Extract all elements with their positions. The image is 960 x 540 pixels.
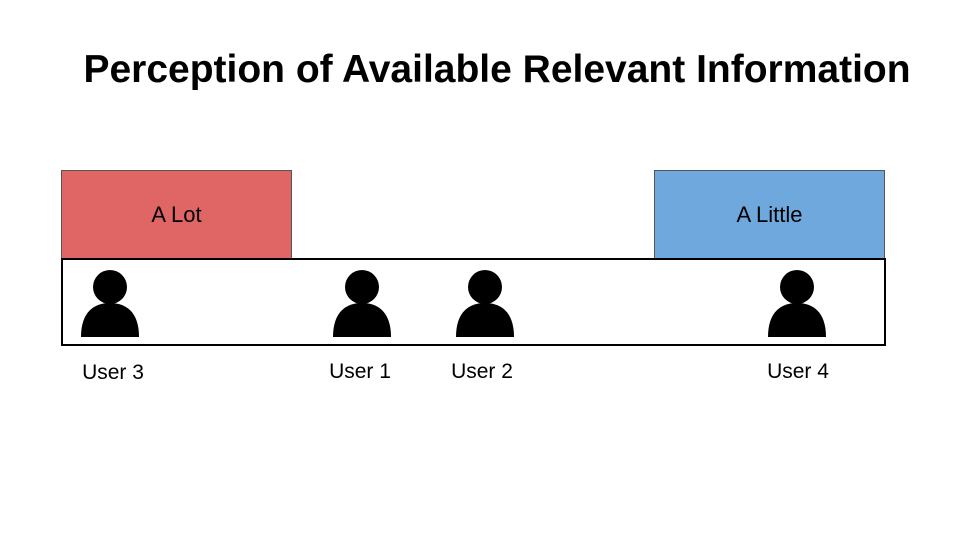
user-4-label: User 4 <box>767 360 829 383</box>
a-little-label: A Little <box>736 201 803 227</box>
a-little-box: A Little <box>654 170 885 259</box>
user-4-icon <box>767 267 827 337</box>
user-2-label: User 2 <box>451 360 513 383</box>
user-3-icon <box>80 267 140 337</box>
user-1-icon <box>332 267 392 337</box>
a-lot-box: A Lot <box>61 170 292 259</box>
diagram-title: Perception of Available Relevant Informa… <box>83 48 911 91</box>
user-3-label: User 3 <box>82 361 144 384</box>
a-lot-label: A Lot <box>151 201 202 227</box>
user-1-label: User 1 <box>329 360 391 383</box>
user-2-icon <box>455 267 515 337</box>
